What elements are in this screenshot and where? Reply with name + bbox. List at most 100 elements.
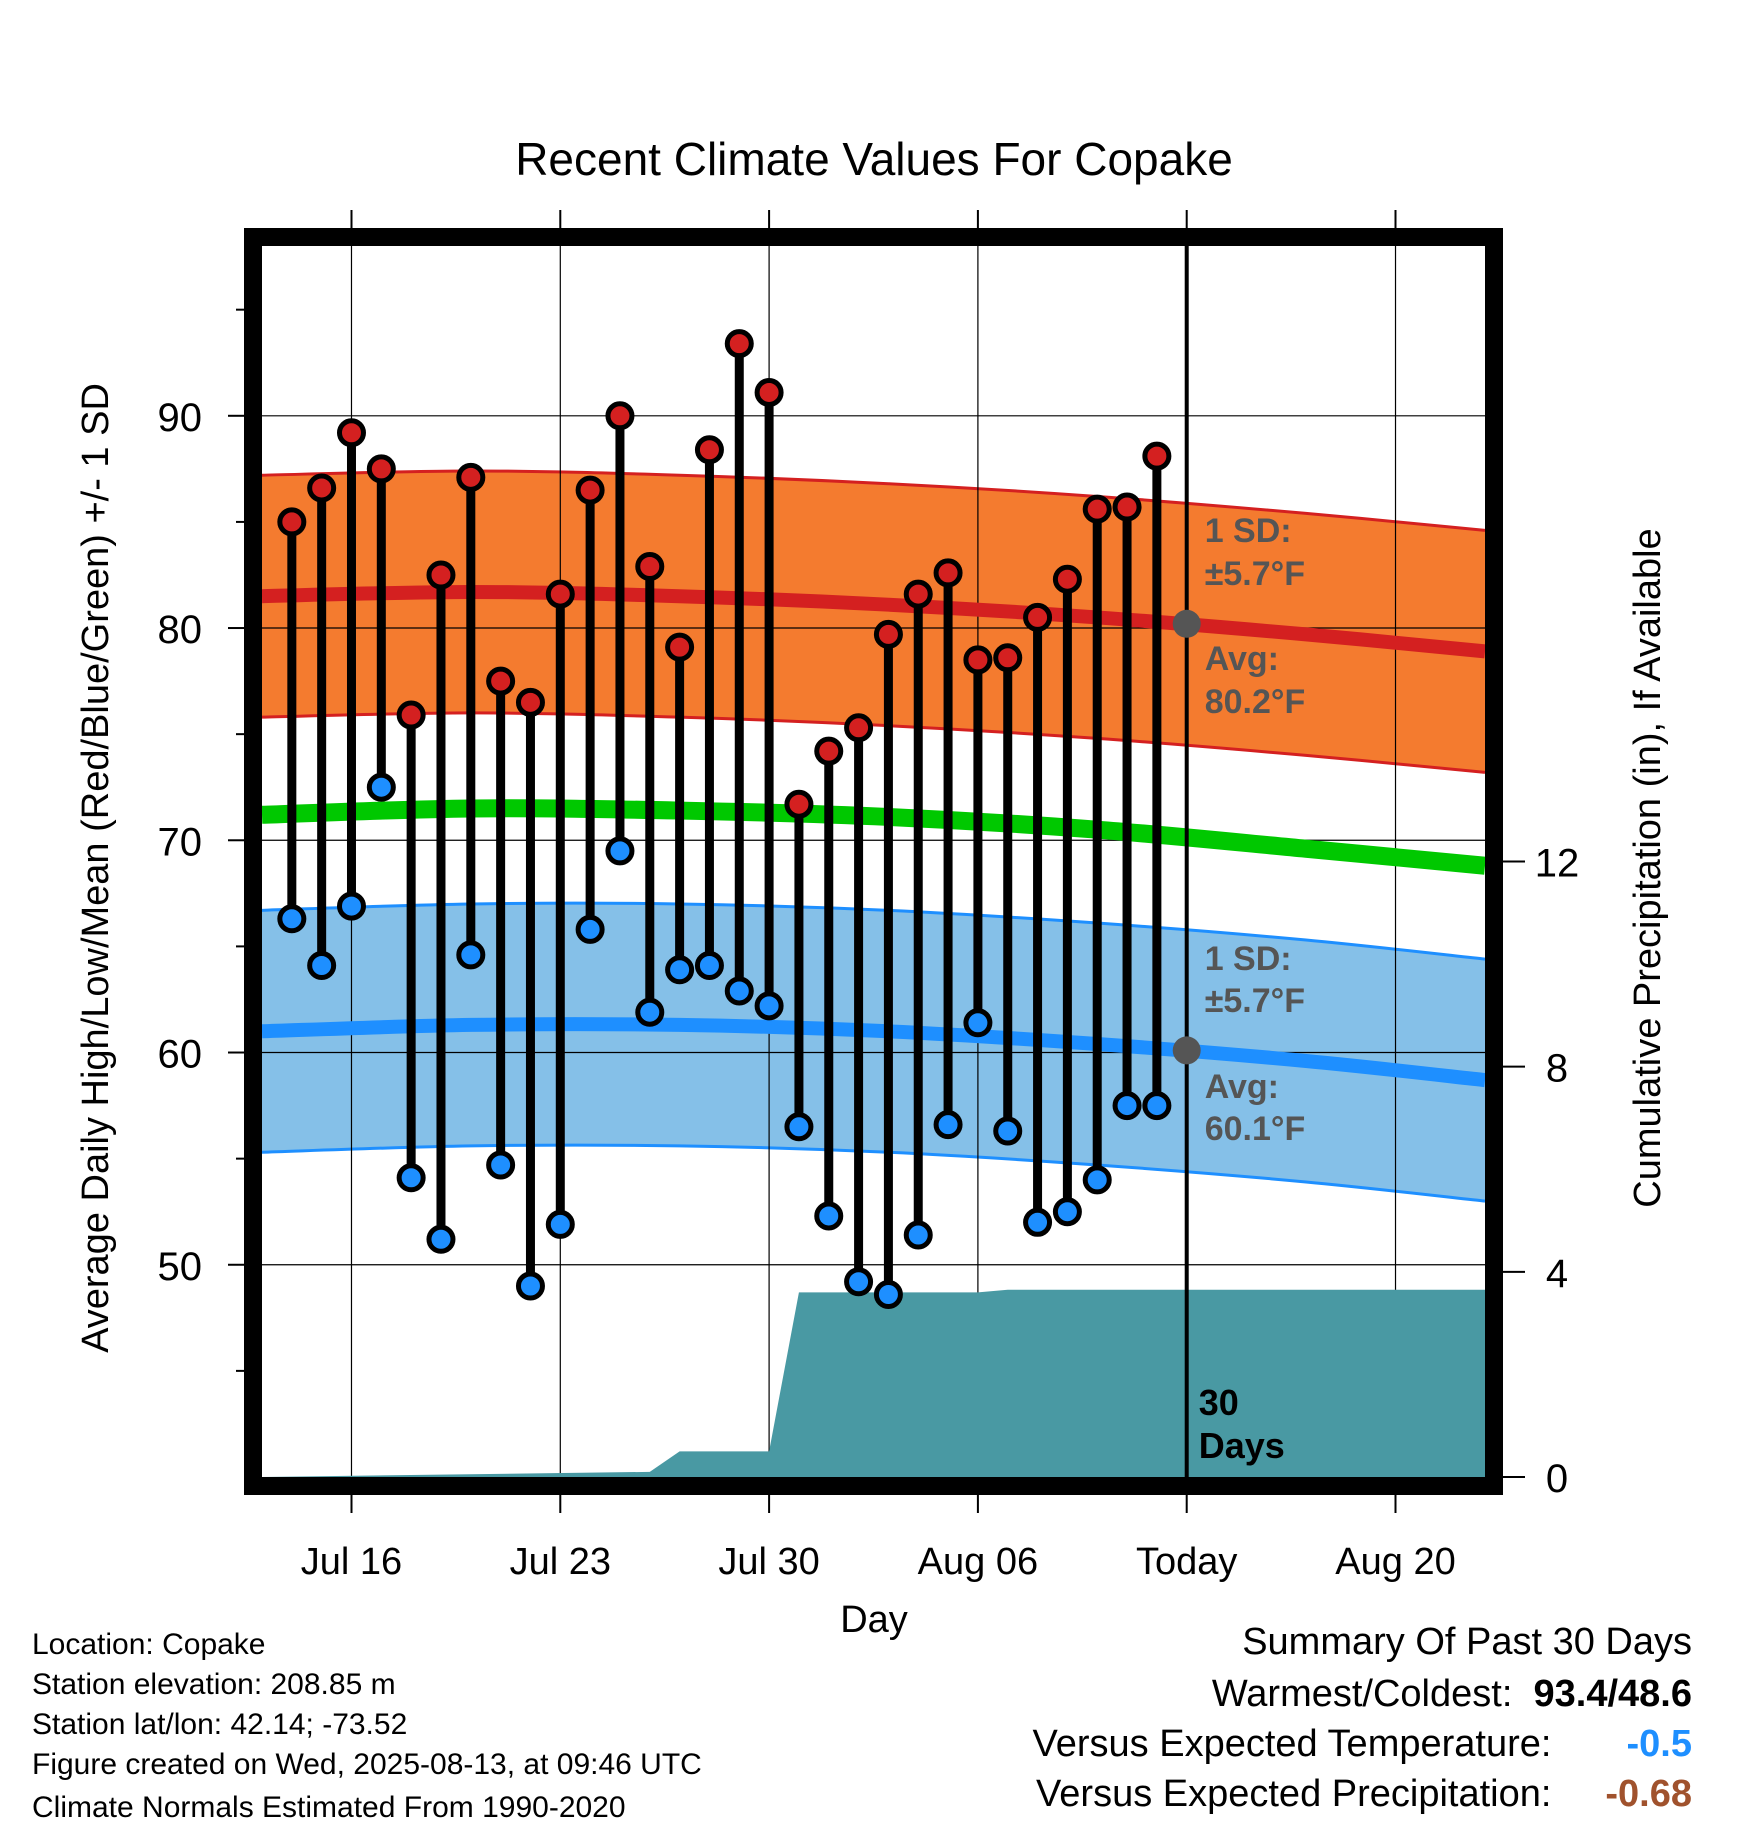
high-sd-band: [262, 470, 1485, 773]
info-location: Location: Copake: [32, 1628, 266, 1661]
today-high-avg-marker: [1172, 609, 1201, 638]
daily-low-point: [456, 940, 486, 970]
low-sd-value: ±5.7°F: [1205, 982, 1305, 1020]
daily-low-point: [575, 914, 605, 944]
low-sd-label: 1 SD:: [1205, 940, 1292, 978]
daily-high-point: [1023, 602, 1053, 632]
y-right-tick-label: 4: [1546, 1252, 1568, 1296]
y-right-tick-label: 0: [1546, 1457, 1568, 1501]
high-avg-value: 80.2°F: [1205, 683, 1306, 721]
daily-high-point: [366, 454, 396, 484]
annotations: 1 SD: ±5.7°F Avg: 80.2°F 1 SD: ±5.7°F Avg: 60.1…: [158, 396, 1580, 1583]
daily-low-point: [366, 772, 396, 802]
high-sd-value: ±5.7°F: [1205, 555, 1305, 593]
daily-high-point: [635, 551, 665, 581]
summary-warmest-value: 93.4/48.6: [1533, 1673, 1692, 1715]
daily-high-point: [694, 435, 724, 465]
daily-low-point: [396, 1163, 426, 1193]
low-avg-value: 60.1°F: [1205, 1110, 1306, 1148]
precip-cumulative-area: [262, 1289, 1485, 1477]
daily-low-point: [844, 1267, 874, 1297]
daily-high-point: [307, 473, 337, 503]
daily-low-point: [1082, 1165, 1112, 1195]
daily-low-point: [903, 1220, 933, 1250]
daily-low-point: [1112, 1091, 1142, 1121]
daily-low-point: [1023, 1207, 1053, 1237]
daily-low-point: [724, 976, 754, 1006]
x-tick-label: Jul 16: [301, 1541, 402, 1583]
daily-high-point: [456, 462, 486, 492]
plot-frame: [244, 228, 1503, 1495]
summary-warmest-row: Warmest/Coldest: 93.4/48.6: [1212, 1675, 1692, 1713]
daily-low-point: [545, 1209, 575, 1239]
daily-high-point: [784, 789, 814, 819]
daily-high-point: [396, 700, 426, 730]
info-normals: Climate Normals Estimated From 1990-2020: [32, 1791, 626, 1824]
today-low-avg-marker: [1172, 1036, 1201, 1065]
summary-temp-row: Versus Expected Temperature: -0.5: [1033, 1725, 1692, 1763]
daily-low-point: [754, 991, 784, 1021]
daily-high-point: [1112, 492, 1142, 522]
x-tick-label: Aug 20: [1335, 1541, 1455, 1583]
summary-precip-label: Versus Expected Precipitation:: [1036, 1773, 1552, 1815]
daily-low-point: [694, 950, 724, 980]
high-avg-label: Avg:: [1205, 640, 1279, 678]
daily-high-point: [277, 507, 307, 537]
daily-high-point: [1052, 564, 1082, 594]
today-days-number: 30: [1199, 1382, 1239, 1423]
daily-low-point: [814, 1201, 844, 1231]
daily-high-point: [515, 687, 545, 717]
y-tick-label: 60: [158, 1033, 203, 1077]
daily-high-point: [605, 401, 635, 431]
info-elevation: Station elevation: 208.85 m: [32, 1668, 396, 1701]
daily-low-point: [1142, 1091, 1172, 1121]
daily-high-point: [1082, 494, 1112, 524]
low-avg-label: Avg:: [1205, 1068, 1279, 1106]
daily-low-point: [1052, 1197, 1082, 1227]
daily-range-bars: [277, 329, 1172, 1309]
daily-high-point: [963, 645, 993, 675]
daily-low-point: [784, 1112, 814, 1142]
daily-high-point: [993, 643, 1023, 673]
summary-temp-value: -0.5: [1626, 1723, 1692, 1765]
daily-low-point: [336, 891, 366, 921]
y-axis-label-right: Cumulative Precipitation (in), If Availa…: [1627, 528, 1669, 1207]
daily-high-point: [426, 560, 456, 590]
y-tick-label: 50: [158, 1245, 203, 1289]
daily-low-point: [307, 950, 337, 980]
daily-low-point: [277, 904, 307, 934]
summary-warmest-label: Warmest/Coldest:: [1211, 1673, 1513, 1715]
x-tick-label: Jul 30: [718, 1541, 819, 1583]
precip-area: [262, 1289, 1485, 1477]
x-tick-label: Today: [1136, 1541, 1237, 1583]
daily-low-point: [605, 836, 635, 866]
daily-high-point: [336, 418, 366, 448]
chart-title: Recent Climate Values For Copake: [515, 133, 1233, 185]
daily-high-point: [933, 558, 963, 588]
y-axis-label-left: Average Daily High/Low/Mean (Red/Blue/Gr…: [75, 383, 117, 1353]
x-tick-label: Aug 06: [918, 1541, 1038, 1583]
info-created: Figure created on Wed, 2025-08-13, at 09…: [32, 1748, 702, 1781]
daily-high-point: [665, 632, 695, 662]
daily-high-point: [754, 377, 784, 407]
summary-title: Summary Of Past 30 Days: [1242, 1621, 1692, 1663]
daily-low-point: [933, 1110, 963, 1140]
summary-precip-row: Versus Expected Precipitation: -0.68: [1036, 1775, 1692, 1813]
daily-low-point: [873, 1279, 903, 1309]
y-tick-label: 90: [158, 396, 203, 440]
axes: [228, 210, 1525, 1513]
daily-high-point: [814, 736, 844, 766]
summary-temp-label: Versus Expected Temperature:: [1032, 1723, 1552, 1765]
daily-high-point: [486, 666, 516, 696]
daily-high-point: [844, 713, 874, 743]
high-sd-label: 1 SD:: [1205, 512, 1292, 550]
daily-high-point: [724, 329, 754, 359]
daily-high-point: [903, 579, 933, 609]
y-right-tick-label: 12: [1535, 842, 1580, 886]
daily-low-point: [486, 1150, 516, 1180]
daily-high-point: [1142, 441, 1172, 471]
daily-low-point: [993, 1116, 1023, 1146]
daily-low-point: [515, 1271, 545, 1301]
daily-low-point: [665, 955, 695, 985]
